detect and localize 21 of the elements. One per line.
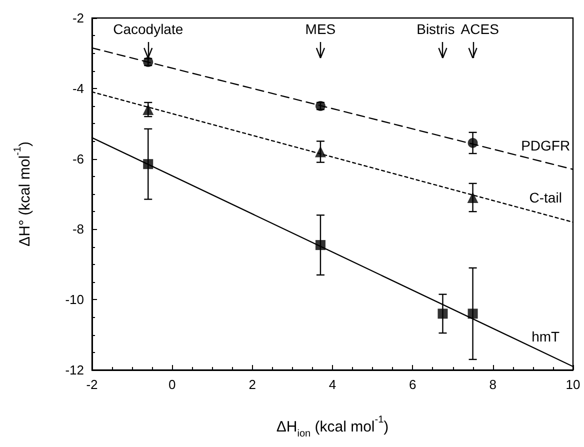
series-label: hmT	[532, 328, 560, 344]
y-tick-label: -10	[65, 292, 84, 308]
ref-line-label: Bistris	[416, 21, 455, 37]
y-tick-label: -6	[72, 151, 84, 166]
series-label: C-tail	[529, 190, 562, 206]
x-tick-label: 8	[489, 377, 496, 392]
y-tick-label: -12	[65, 362, 84, 378]
ref-line-label: ACES	[460, 21, 499, 37]
x-tick-label: 10	[566, 377, 580, 392]
x-tick-label: 6	[409, 377, 416, 392]
x-tick-label: 0	[168, 377, 176, 392]
series-label: PDGFR	[521, 137, 570, 154]
y-tick-label: -8	[72, 222, 84, 237]
ref-line-label: MES	[305, 21, 336, 37]
x-tick-label: -2	[86, 377, 98, 392]
x-tick-label: 4	[328, 377, 336, 392]
x-tick-label: 2	[248, 377, 256, 392]
y-tick-label: -2	[72, 10, 84, 26]
y-axis-title: ΔH° (kcal mol-1)	[12, 142, 34, 246]
ref-line-label: Cacodylate	[113, 21, 184, 37]
y-tick-label: -4	[72, 80, 84, 96]
